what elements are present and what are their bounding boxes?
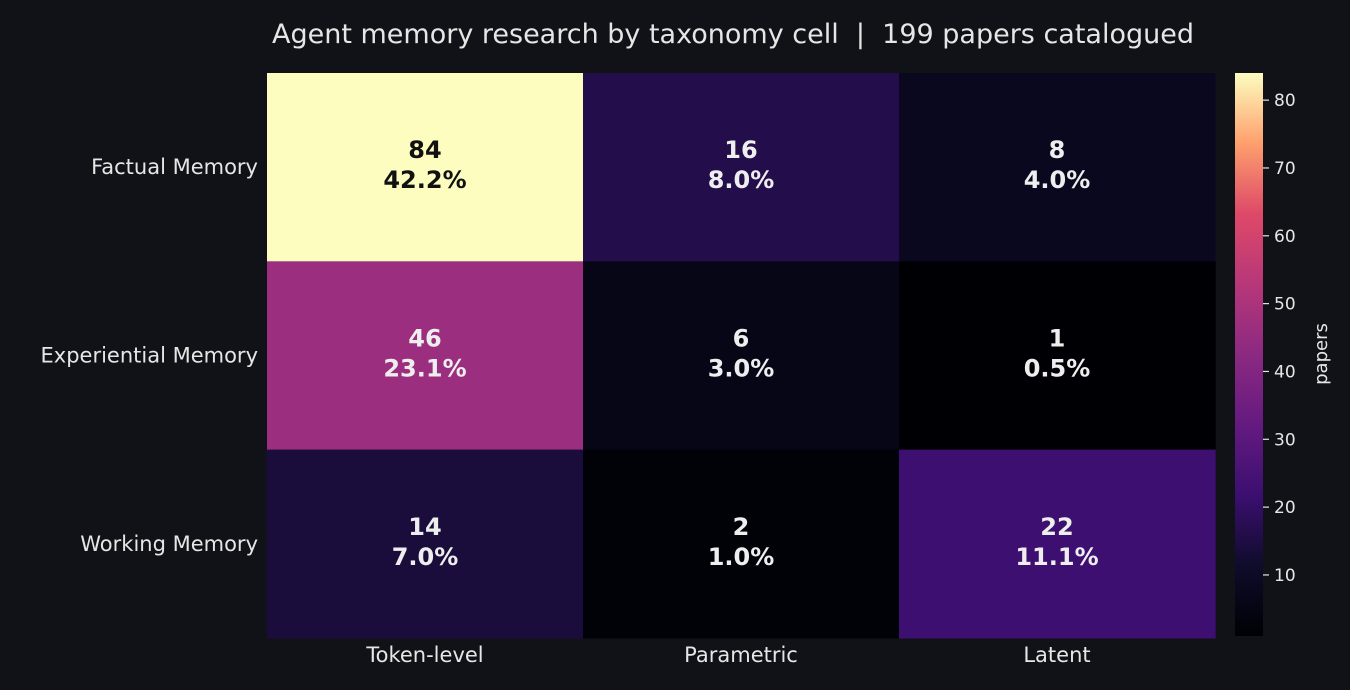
heatmap-cell-rect bbox=[899, 261, 1216, 451]
column-label: Parametric bbox=[684, 643, 798, 667]
row-label: Factual Memory bbox=[91, 155, 258, 179]
heatmap-cell: 147.0% bbox=[267, 449, 584, 639]
cell-count-label: 46 bbox=[408, 324, 441, 352]
colorbar-tick: 50 bbox=[1263, 295, 1296, 315]
colorbar: 10 20 30 40 50 60 70 80 papers bbox=[1235, 73, 1332, 636]
column-labels: Token-level Parametric Latent bbox=[365, 643, 1090, 667]
heatmap-cell-rect bbox=[899, 449, 1216, 639]
colorbar-tick-label: 60 bbox=[1274, 227, 1296, 247]
row-label: Experiential Memory bbox=[41, 343, 259, 367]
cell-percent-label: 1.0% bbox=[708, 543, 775, 571]
cell-percent-label: 3.0% bbox=[708, 354, 775, 382]
colorbar-tick-label: 80 bbox=[1274, 91, 1296, 111]
cell-percent-label: 4.0% bbox=[1024, 166, 1091, 194]
cell-count-label: 16 bbox=[724, 136, 757, 164]
colorbar-tick-label: 10 bbox=[1274, 566, 1296, 586]
heatmap-cell: 168.0% bbox=[583, 73, 900, 262]
heatmap-cell: 84.0% bbox=[899, 73, 1216, 262]
colorbar-tick: 40 bbox=[1263, 362, 1296, 382]
heatmap-cell-rect bbox=[583, 261, 900, 451]
chart-title: Agent memory research by taxonomy cell |… bbox=[272, 19, 1194, 50]
cell-percent-label: 42.2% bbox=[383, 166, 466, 194]
colorbar-gradient bbox=[1235, 73, 1263, 636]
colorbar-tick-label: 30 bbox=[1274, 430, 1296, 450]
colorbar-ticks: 10 20 30 40 50 60 70 80 bbox=[1263, 91, 1296, 586]
colorbar-label: papers bbox=[1311, 323, 1332, 385]
heatmap-cell: 10.5% bbox=[899, 261, 1216, 451]
colorbar-tick: 80 bbox=[1263, 91, 1296, 111]
colorbar-tick: 70 bbox=[1263, 159, 1296, 179]
cell-percent-label: 11.1% bbox=[1015, 543, 1098, 571]
heatmap-cell-rect bbox=[267, 73, 584, 262]
heatmap-cell-rect bbox=[267, 449, 584, 639]
cell-count-label: 2 bbox=[733, 513, 750, 541]
colorbar-tick: 20 bbox=[1263, 498, 1296, 518]
colorbar-tick-label: 50 bbox=[1274, 295, 1296, 315]
cell-count-label: 6 bbox=[733, 324, 750, 352]
cell-percent-label: 0.5% bbox=[1024, 354, 1091, 382]
colorbar-tick-label: 70 bbox=[1274, 159, 1296, 179]
heatmap-cell-rect bbox=[583, 449, 900, 639]
heatmap-cell: 21.0% bbox=[583, 449, 900, 639]
cell-count-label: 8 bbox=[1049, 136, 1066, 164]
column-label: Latent bbox=[1023, 643, 1090, 667]
colorbar-tick-label: 20 bbox=[1274, 498, 1296, 518]
colorbar-tick: 10 bbox=[1263, 566, 1296, 586]
cell-count-label: 1 bbox=[1049, 324, 1066, 352]
column-label: Token-level bbox=[365, 643, 483, 667]
heatmap-cell-rect bbox=[583, 73, 900, 262]
heatmap-cell-rect bbox=[899, 73, 1216, 262]
heatmap-cell: 63.0% bbox=[583, 261, 900, 451]
row-labels: Factual Memory Experiential Memory Working… bbox=[41, 155, 259, 556]
cell-count-label: 84 bbox=[408, 136, 441, 164]
heatmap-cells: 8442.2%168.0%84.0%4623.1%63.0%10.5%147.0… bbox=[267, 73, 1216, 639]
colorbar-tick: 30 bbox=[1263, 430, 1296, 450]
cell-percent-label: 23.1% bbox=[383, 354, 466, 382]
heatmap-cell-rect bbox=[267, 261, 584, 451]
row-label: Working Memory bbox=[80, 532, 258, 556]
colorbar-tick-label: 40 bbox=[1274, 362, 1296, 382]
cell-percent-label: 7.0% bbox=[392, 543, 459, 571]
cell-count-label: 22 bbox=[1040, 513, 1073, 541]
cell-percent-label: 8.0% bbox=[708, 166, 775, 194]
cell-count-label: 14 bbox=[408, 513, 441, 541]
colorbar-tick: 60 bbox=[1263, 227, 1296, 247]
